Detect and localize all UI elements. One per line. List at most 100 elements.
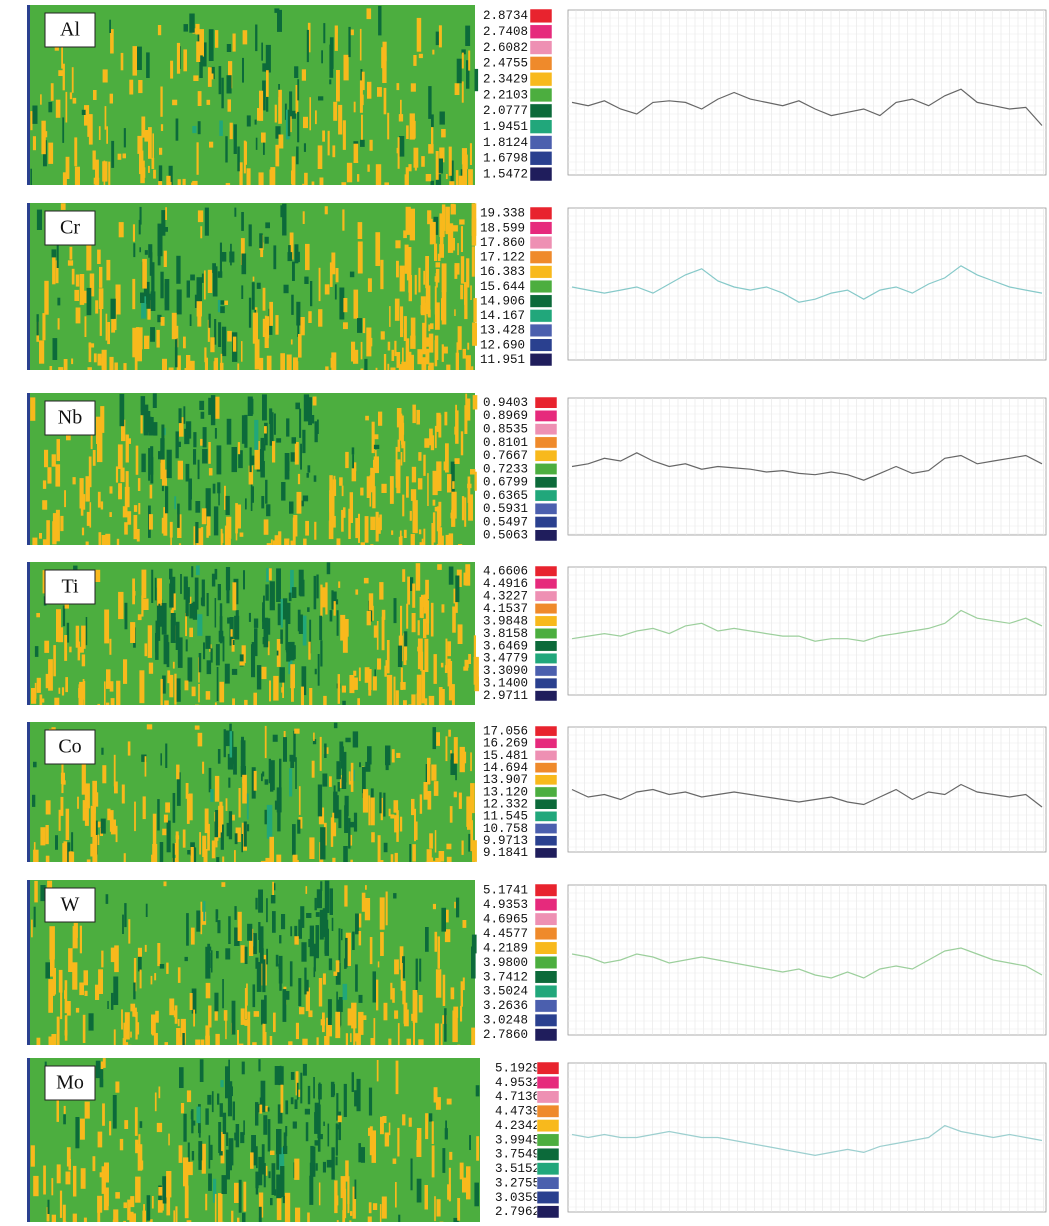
map-streak: [187, 1090, 191, 1102]
map-streak: [128, 741, 131, 755]
map-streak: [303, 211, 305, 224]
map-streak: [275, 1066, 280, 1085]
map-streak: [97, 250, 101, 264]
map-streak: [313, 733, 315, 741]
map-streak: [60, 1191, 62, 1218]
map-streak: [193, 1010, 195, 1027]
map-streak: [138, 614, 142, 620]
map-streak: [457, 243, 459, 255]
map-streak: [361, 369, 364, 371]
map-streak: [87, 512, 90, 526]
legend-value: 13.428: [480, 324, 525, 338]
map-streak: [328, 1124, 330, 1147]
map-streak: [280, 353, 285, 370]
map-streak: [297, 79, 299, 100]
legend-swatch: [530, 207, 552, 220]
map-streak: [374, 434, 379, 439]
legend-swatch: [535, 1029, 557, 1041]
map-streak: [222, 327, 226, 356]
map-streak: [418, 452, 421, 461]
map-streak: [271, 895, 276, 903]
element-label: W: [61, 894, 80, 916]
map-streak: [464, 752, 466, 764]
map-streak: [215, 776, 219, 802]
map-streak: [394, 1010, 398, 1018]
map-streak: [273, 676, 278, 701]
map-streak: [41, 121, 45, 155]
map-streak: [31, 920, 33, 938]
map-streak: [241, 212, 244, 231]
map-streak: [161, 425, 164, 448]
map-streak: [186, 464, 190, 482]
map-streak: [417, 1179, 422, 1203]
map-streak: [46, 800, 51, 814]
map-streak: [106, 260, 110, 280]
map-streak: [404, 316, 407, 341]
map-streak: [470, 820, 473, 851]
map-streak: [96, 417, 101, 444]
map-streak: [468, 654, 471, 664]
map-streak: [376, 164, 381, 185]
map-streak: [441, 908, 446, 932]
map-streak: [297, 492, 302, 514]
map-streak: [446, 844, 451, 850]
legend-swatch: [535, 884, 557, 896]
map-streak: [185, 957, 188, 961]
map-streak: [420, 542, 424, 545]
map-streak: [207, 1095, 211, 1105]
map-streak: [329, 79, 331, 84]
map-streak: [242, 415, 245, 444]
map-streak: [187, 1162, 192, 1175]
map-streak: [231, 1211, 233, 1222]
map-streak: [214, 506, 218, 535]
map-streak: [238, 1044, 243, 1045]
map-streak: [210, 789, 213, 802]
map-streak: [165, 283, 168, 305]
map-streak: [281, 1085, 284, 1113]
map-streak: [446, 736, 448, 761]
map-streak: [309, 97, 311, 130]
map-streak: [336, 70, 340, 102]
map-streak: [216, 909, 218, 922]
map-streak: [70, 92, 72, 99]
map-streak: [305, 244, 310, 270]
map-streak: [431, 523, 433, 545]
map-streak: [387, 364, 389, 370]
map-streak: [233, 640, 235, 645]
map-streak: [148, 166, 150, 173]
legend-value: 16.383: [480, 265, 525, 279]
map-streak: [411, 1159, 413, 1191]
map-streak: [186, 421, 191, 438]
map-streak: [357, 174, 359, 182]
map-streak: [359, 668, 361, 682]
map-streak: [417, 18, 422, 52]
map-streak: [298, 334, 302, 358]
map-streak: [182, 1022, 186, 1033]
map-streak: [308, 642, 310, 660]
legend-value: 4.2189: [483, 941, 528, 955]
map-streak: [305, 521, 309, 536]
map-streak: [262, 394, 267, 420]
legend-value: 2.3429: [483, 72, 528, 86]
map-streak: [250, 1152, 254, 1168]
map-streak: [392, 350, 395, 361]
map-streak: [425, 256, 429, 288]
map-streak: [57, 439, 61, 461]
map-streak: [46, 856, 50, 862]
map-streak: [445, 665, 448, 673]
map-streak: [144, 130, 148, 142]
map-streak: [352, 447, 355, 454]
map-streak: [336, 28, 338, 33]
map-streak: [347, 163, 352, 183]
map-streak: [229, 252, 234, 263]
map-streak: [104, 1163, 109, 1183]
map-streak: [363, 789, 368, 813]
map-streak: [377, 517, 381, 533]
map-streak: [320, 827, 325, 859]
map-streak: [120, 468, 124, 483]
map-streak: [111, 299, 116, 319]
map-streak: [137, 347, 142, 361]
map-streak: [237, 1030, 239, 1045]
map-streak: [276, 955, 279, 967]
map-streak: [240, 533, 244, 537]
